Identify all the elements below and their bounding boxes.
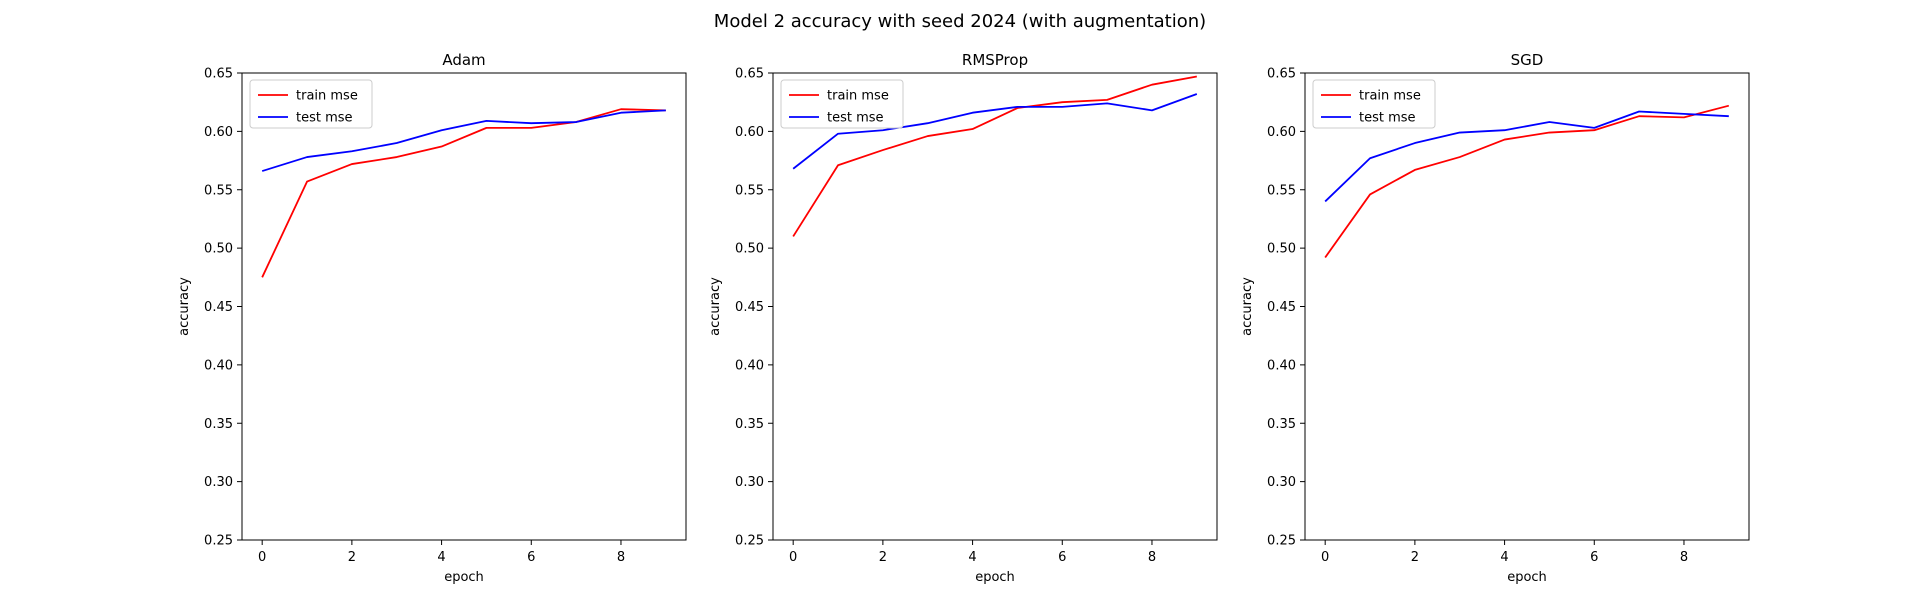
legend-label: test mse <box>827 111 884 126</box>
axes-frame <box>1304 72 1750 541</box>
y-axis-label: accuracy <box>177 277 192 336</box>
y-tick-label: 0.35 <box>735 417 764 432</box>
x-tick-label: 4 <box>1500 550 1508 565</box>
y-tick-label: 0.35 <box>1267 417 1296 432</box>
y-tick-label: 0.45 <box>1267 300 1296 315</box>
x-tick-label: 2 <box>879 550 887 565</box>
x-tick-label: 6 <box>527 550 535 565</box>
series-line-train-mse <box>1324 104 1730 258</box>
plot-area <box>1305 73 1749 540</box>
x-tick-label: 8 <box>1148 550 1156 565</box>
y-tick-label: 0.40 <box>1267 358 1296 373</box>
x-axis-label: epoch <box>975 570 1015 585</box>
y-tick-label: 0.60 <box>1267 125 1296 140</box>
y-tick-label: 0.45 <box>204 300 233 315</box>
x-tick-label: 0 <box>258 550 266 565</box>
y-tick-label: 0.55 <box>1267 183 1296 198</box>
y-tick-label: 0.65 <box>735 67 764 82</box>
y-tick-label: 0.25 <box>204 534 233 549</box>
y-tick-label: 0.45 <box>735 300 764 315</box>
chart-title: SGD <box>1511 51 1544 69</box>
x-tick-label: 0 <box>1321 550 1329 565</box>
y-tick-label: 0.65 <box>204 67 233 82</box>
y-tick-label: 0.50 <box>735 242 764 257</box>
legend: train mse test mse <box>1312 79 1436 129</box>
legend-box <box>780 79 904 129</box>
y-axis-label: accuracy <box>1240 277 1255 336</box>
legend: train mse test mse <box>780 79 904 129</box>
y-tick-label: 0.40 <box>735 358 764 373</box>
y-tick-label: 0.35 <box>204 417 233 432</box>
x-tick-label: 6 <box>1058 550 1066 565</box>
y-tick-label: 0.65 <box>1267 67 1296 82</box>
y-tick-label: 0.55 <box>735 183 764 198</box>
legend-box <box>249 79 373 129</box>
y-tick-label: 0.30 <box>1267 475 1296 490</box>
legend-box <box>1312 79 1436 129</box>
y-axis-label: accuracy <box>708 277 723 336</box>
subplots: Adam 0.25 0.30 0.35 0.40 0.45 0.50 0.55 0.60 0.65… <box>177 51 1750 585</box>
x-tick-label: 8 <box>617 550 625 565</box>
series-line-train-mse <box>261 108 666 278</box>
y-tick-label: 0.50 <box>204 242 233 257</box>
x-axis-label: epoch <box>1507 570 1547 585</box>
x-axis-label: epoch <box>444 570 484 585</box>
x-tick-label: 8 <box>1680 550 1688 565</box>
x-tick-label: 4 <box>968 550 976 565</box>
legend: train mse test mse <box>249 79 373 129</box>
series-line-test-mse <box>261 109 666 172</box>
x-tick-label: 4 <box>437 550 445 565</box>
figure-title: Model 2 accuracy with seed 2024 (with au… <box>714 11 1206 32</box>
y-tick-label: 0.55 <box>204 183 233 198</box>
y-tick-label: 0.25 <box>1267 534 1296 549</box>
subplot-adam: Adam 0.25 0.30 0.35 0.40 0.45 0.50 0.55 0.60 0.65… <box>177 51 687 585</box>
subplot-sgd: SGD 0.25 0.30 0.35 0.40 0.45 0.50 0.55 0.60 0.65 0… <box>1240 51 1750 585</box>
subplot-rmsprop: RMSProp 0.25 0.30 0.35 0.40 0.45 0.50 0.55 0.60 0… <box>708 51 1218 585</box>
x-tick-label: 2 <box>348 550 356 565</box>
axes-frame <box>241 72 687 541</box>
y-tick-label: 0.30 <box>735 475 764 490</box>
chart-title: RMSProp <box>962 51 1028 69</box>
y-tick-label: 0.40 <box>204 358 233 373</box>
axes-frame <box>772 72 1218 541</box>
x-tick-label: 6 <box>1590 550 1598 565</box>
chart-title: Adam <box>442 51 485 69</box>
legend-label: train mse <box>1359 89 1421 104</box>
series-line-train-mse <box>792 75 1197 237</box>
y-tick-label: 0.60 <box>204 125 233 140</box>
x-tick-label: 0 <box>789 550 797 565</box>
legend-label: test mse <box>1359 111 1416 126</box>
y-tick-label: 0.25 <box>735 534 764 549</box>
series-line-test-mse <box>1324 110 1729 203</box>
series-line-test-mse <box>792 93 1198 170</box>
y-tick-label: 0.60 <box>735 125 764 140</box>
y-tick-label: 0.50 <box>1267 242 1296 257</box>
plot-area <box>242 73 686 540</box>
legend-label: train mse <box>296 89 358 104</box>
y-tick-label: 0.30 <box>204 475 233 490</box>
legend-label: test mse <box>296 111 353 126</box>
x-tick-label: 2 <box>1411 550 1419 565</box>
legend-label: train mse <box>827 89 889 104</box>
plot-area <box>773 73 1217 540</box>
